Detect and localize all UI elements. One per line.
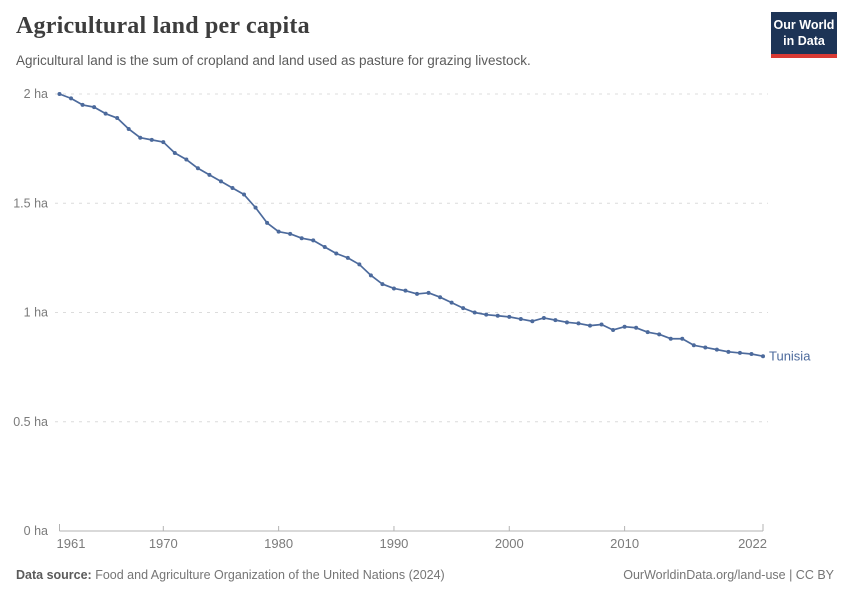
tunisia-data-point[interactable] [415, 291, 420, 296]
tunisia-data-point[interactable] [737, 350, 742, 355]
tunisia-data-point[interactable] [149, 137, 154, 142]
tunisia-data-point[interactable] [242, 192, 247, 197]
tunisia-data-point[interactable] [334, 251, 339, 256]
tunisia-data-point[interactable] [80, 102, 85, 107]
y-axis-tick-label: 1 ha [24, 306, 48, 320]
tunisia-data-point[interactable] [345, 255, 350, 260]
tunisia-data-point[interactable] [161, 140, 166, 145]
tunisia-data-point[interactable] [253, 205, 258, 210]
tunisia-data-point[interactable] [311, 238, 316, 243]
tunisia-data-point[interactable] [645, 330, 650, 335]
y-axis-tick-label: 1.5 ha [13, 196, 48, 210]
tunisia-data-point[interactable] [611, 327, 616, 332]
data-source-label: Data source: [16, 568, 92, 582]
y-axis-tick-label: 2 ha [24, 87, 48, 101]
tunisia-data-point[interactable] [380, 282, 385, 287]
tunisia-data-point[interactable] [507, 314, 512, 319]
tunisia-data-point[interactable] [541, 315, 546, 320]
series-label-tunisia[interactable]: Tunisia [769, 349, 811, 364]
tunisia-data-point[interactable] [530, 319, 535, 324]
tunisia-data-point[interactable] [103, 111, 108, 116]
tunisia-data-point[interactable] [426, 290, 431, 295]
page-title: Agricultural land per capita [16, 13, 310, 39]
tunisia-data-point[interactable] [391, 286, 396, 291]
tunisia-data-point[interactable] [495, 313, 500, 318]
tunisia-data-point[interactable] [438, 295, 443, 300]
tunisia-data-point[interactable] [588, 323, 593, 328]
tunisia-data-point[interactable] [172, 150, 177, 155]
tunisia-data-point[interactable] [288, 231, 293, 236]
tunisia-data-point[interactable] [657, 332, 662, 337]
tunisia-data-point[interactable] [357, 262, 362, 267]
tunisia-data-point[interactable] [518, 317, 523, 322]
tunisia-data-point[interactable] [403, 288, 408, 293]
tunisia-data-point[interactable] [126, 126, 131, 131]
tunisia-data-point[interactable] [265, 220, 270, 225]
tunisia-data-point[interactable] [714, 347, 719, 352]
tunisia-data-point[interactable] [207, 172, 212, 177]
tunisia-line[interactable] [58, 93, 764, 358]
tunisia-data-point[interactable] [299, 236, 304, 241]
tunisia-data-point[interactable] [276, 229, 281, 234]
tunisia-data-point[interactable] [576, 321, 581, 326]
tunisia-data-point[interactable] [472, 310, 477, 315]
tunisia-data-point[interactable] [218, 179, 223, 184]
tunisia-data-point[interactable] [680, 336, 685, 341]
chart-footer: Data source: Food and Agriculture Organi… [16, 568, 834, 582]
owid-url-link[interactable]: OurWorldinData.org/land-use | CC BY [623, 568, 834, 582]
tunisia-data-point[interactable] [484, 312, 489, 317]
tunisia-data-point[interactable] [57, 92, 62, 96]
tunisia-data-point[interactable] [461, 306, 466, 311]
tunisia-data-point[interactable] [92, 105, 97, 110]
tunisia-data-point[interactable] [726, 349, 731, 354]
tunisia-data-point[interactable] [622, 324, 627, 329]
x-axis-tick-label: 1990 [379, 536, 408, 551]
tunisia-data-point[interactable] [749, 352, 754, 357]
tunisia-data-point[interactable] [322, 244, 327, 249]
y-axis-tick-label: 0 ha [24, 524, 48, 538]
tunisia-data-point[interactable] [634, 325, 639, 330]
tunisia-data-point[interactable] [599, 322, 604, 327]
tunisia-data-point[interactable] [138, 135, 143, 140]
tunisia-data-point[interactable] [184, 157, 189, 162]
x-axis-tick-label: 1980 [264, 536, 293, 551]
tunisia-data-point[interactable] [703, 345, 708, 350]
tunisia-data-point[interactable] [195, 166, 200, 171]
tunisia-data-point[interactable] [668, 336, 673, 341]
tunisia-data-point[interactable] [553, 318, 558, 323]
tunisia-data-point[interactable] [761, 354, 765, 359]
data-source-text: Food and Agriculture Organization of the… [91, 568, 445, 582]
page-subtitle: Agricultural land is the sum of cropland… [16, 53, 531, 68]
x-axis-tick-label: 2022 [738, 536, 767, 551]
tunisia-data-point[interactable] [115, 116, 120, 121]
tunisia-data-point[interactable] [69, 96, 74, 101]
owid-logo-line1: Our World [773, 18, 835, 32]
tunisia-data-point[interactable] [449, 300, 454, 305]
tunisia-data-point[interactable] [230, 185, 235, 190]
x-axis-tick-label: 2010 [610, 536, 639, 551]
x-axis-tick-label: 1970 [149, 536, 178, 551]
owid-logo[interactable]: Our World in Data [771, 12, 837, 58]
owid-logo-line2: in Data [783, 34, 825, 49]
y-axis-tick-label: 0.5 ha [13, 415, 48, 429]
x-axis-tick-label: 1961 [57, 536, 86, 551]
data-source-note: Data source: Food and Agriculture Organi… [16, 568, 445, 582]
tunisia-data-point[interactable] [368, 273, 373, 278]
tunisia-data-point[interactable] [691, 343, 696, 348]
x-axis-tick-label: 2000 [495, 536, 524, 551]
tunisia-data-point[interactable] [564, 320, 569, 325]
